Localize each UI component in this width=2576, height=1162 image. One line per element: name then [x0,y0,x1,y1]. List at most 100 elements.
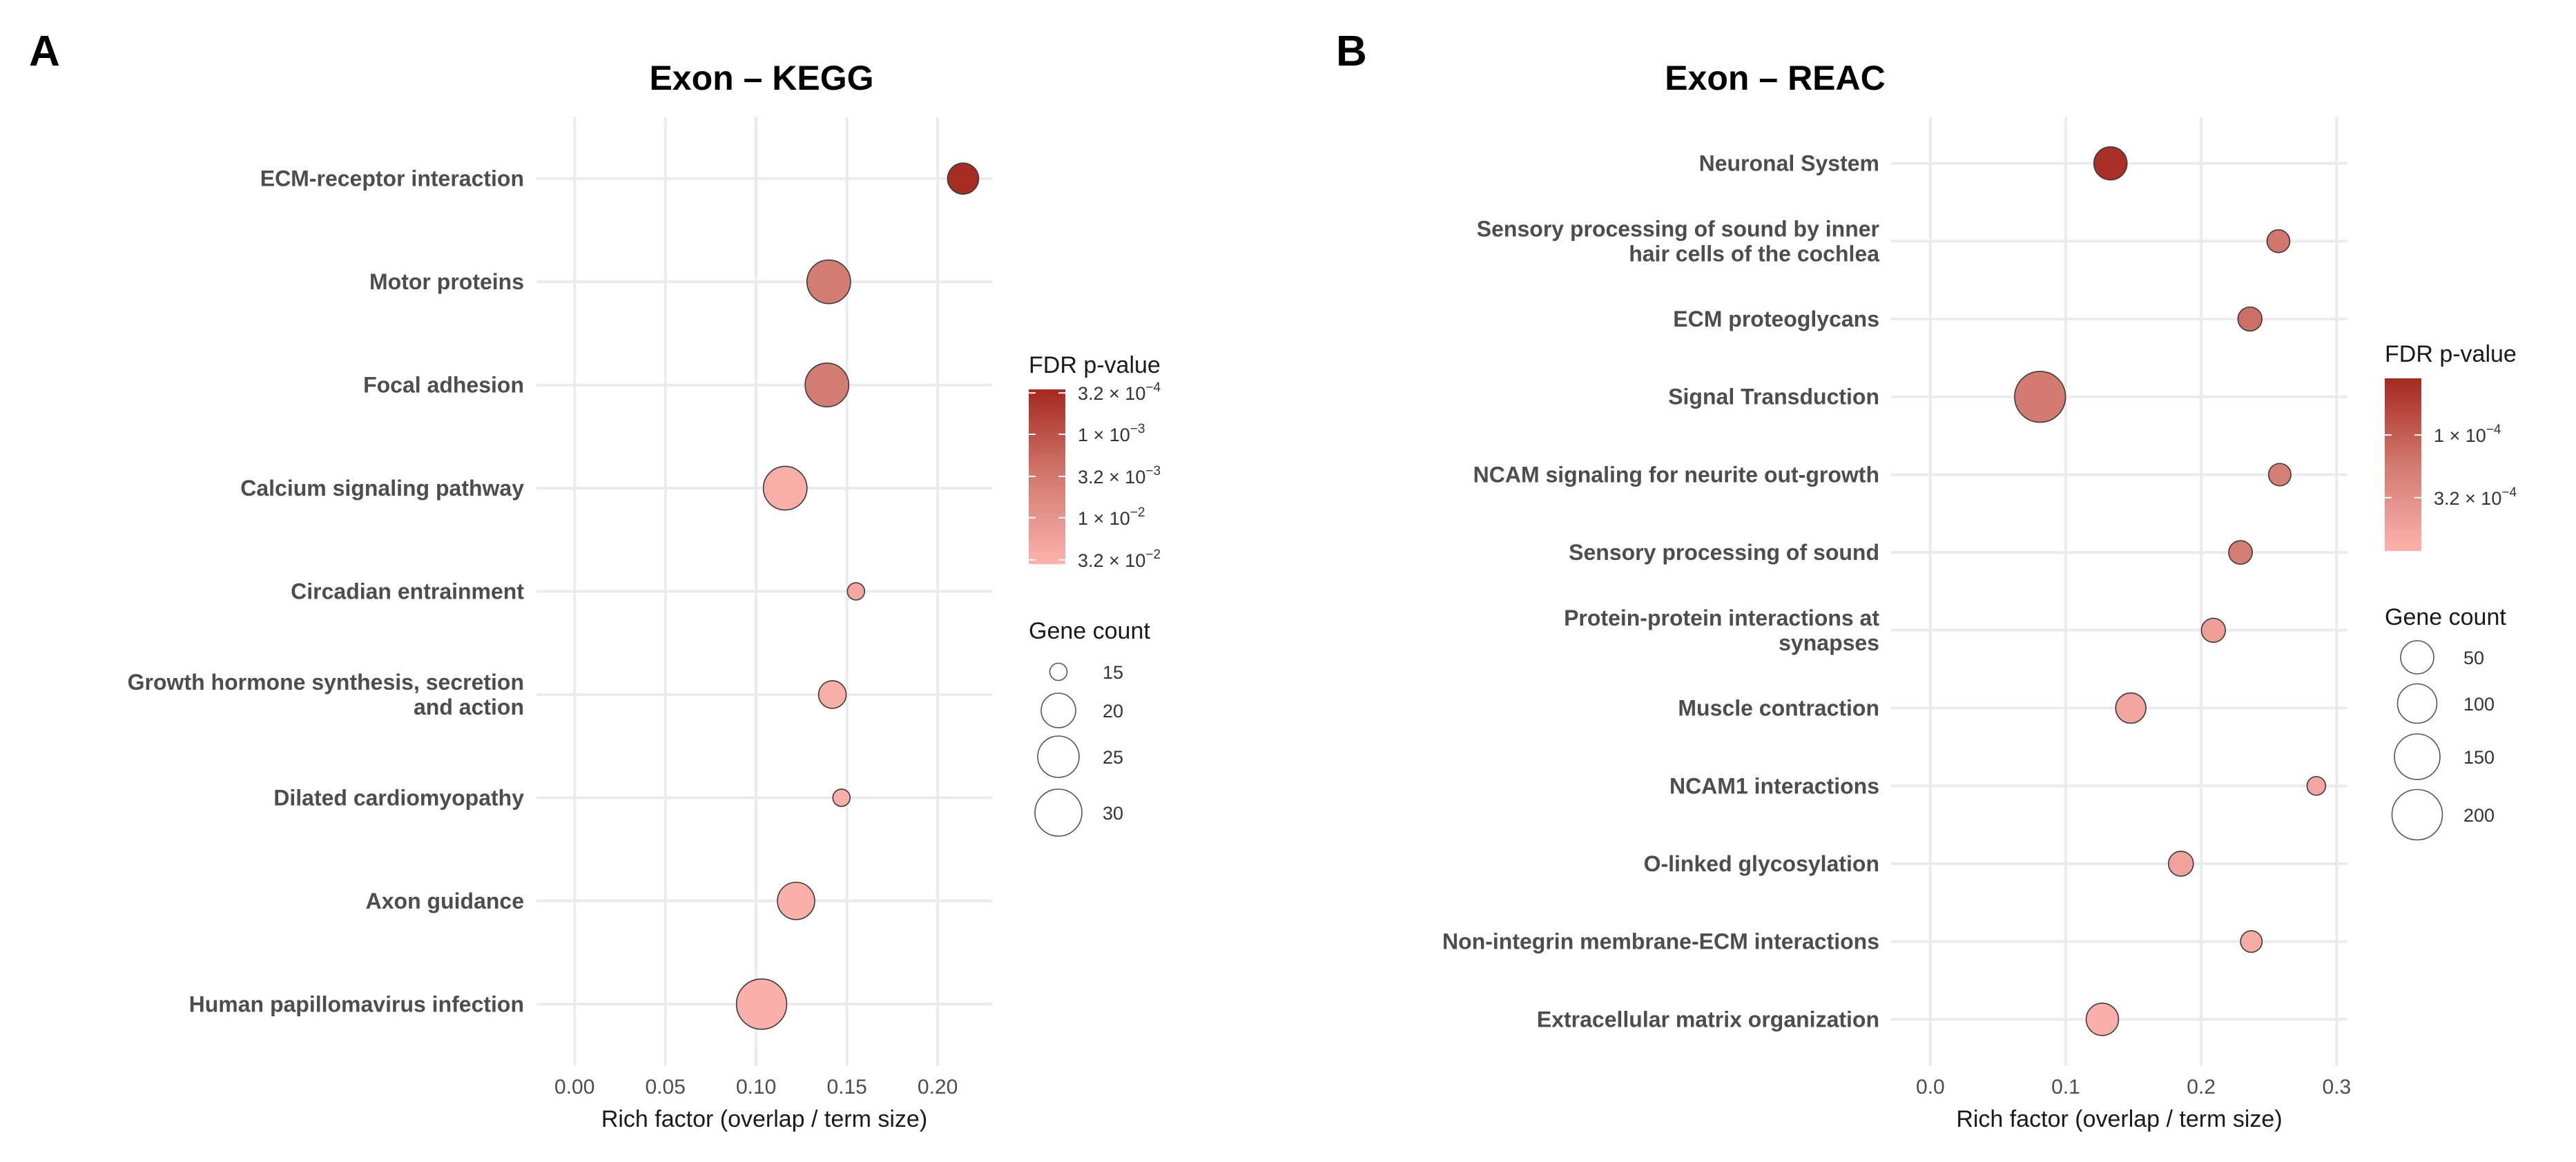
y-term-label: Extracellular matrix organization [1537,1007,1879,1032]
panel-letter: B [1336,28,1367,75]
y-term-label-line: Growth hormone synthesis, secretion [128,670,524,695]
y-term-label-line: ECM-receptor interaction [260,166,524,191]
size-legend-label: 50 [2463,648,2484,668]
y-term-label: ECM-receptor interaction [260,166,524,191]
tick-exponent: −3 [1145,464,1161,478]
tick-mantissa: 3.2 × 10 [1078,383,1145,404]
data-point [2240,930,2263,953]
colorbar-tick-label: 3.2 × 10−4 [1078,380,1161,404]
size-legend-label: 200 [2463,805,2495,826]
y-term-label: Dilated cardiomyopathy [273,785,524,810]
panel-b: B Exon – REAC 0.0 0.1 0.2 0.3 Rich factor (ove… [1336,28,2517,1132]
data-point [2306,775,2327,796]
tick-mantissa: 1 × 10 [1078,425,1130,445]
y-term-label-line: Dilated cardiomyopathy [273,785,524,810]
data-point [2115,692,2147,724]
tick-exponent: −4 [2501,485,2517,500]
y-term-label: ECM proteoglycans [1673,307,1879,331]
x-tick-label: 0.0 [1916,1076,1945,1098]
chart-title: Exon – KEGG [649,59,873,97]
colorbar-tick-label: 3.2 × 10−3 [1078,464,1161,487]
y-term-label-line: and action [414,695,524,719]
tick-mantissa: 3.2 × 10 [1078,550,1145,571]
gridlines [1891,117,2347,1066]
data-point [804,362,850,407]
color-legend-title: FDR p-value [2385,341,2517,367]
panel-letter: A [29,28,60,75]
y-term-label: Calcium signaling pathway [240,476,524,501]
data-point [762,465,808,511]
colorbar-tick-label: 1 × 10−3 [1078,422,1145,445]
size-legend-key [1049,662,1068,681]
y-term-label-line: Circadian entrainment [291,579,524,604]
x-axis-label: Rich factor (overlap / term size) [601,1106,927,1132]
color-legend-title: FDR p-value [1029,352,1161,378]
size-legend-key [2394,733,2441,780]
data-point [2093,146,2128,181]
data-point [2167,851,2194,877]
data-point [2200,617,2227,643]
y-term-label-line: Sensory processing of sound [1569,540,1879,565]
tick-mantissa: 1 × 10 [1078,508,1130,529]
y-term-label: Motor proteins [369,269,524,294]
data-point [806,259,851,304]
y-term-label-line: Protein-protein interactions at [1564,606,1879,630]
chart-title: Exon – REAC [1665,59,1886,97]
data-point [846,582,866,601]
tick-mantissa: 3.2 × 10 [1078,467,1145,487]
y-term-label-line: O-linked glycosylation [1644,851,1879,876]
gene-count-legend: Gene count 50 100 150 200 [2385,604,2506,841]
y-term-label: Sensory processing of sound [1569,540,1879,565]
data-point [817,680,847,709]
size-legend-label: 150 [2463,747,2495,768]
y-term-label: Focal adhesion [363,373,524,398]
data-point [2228,540,2253,565]
tick-exponent: −3 [1130,422,1145,436]
size-legend-label: 20 [1103,701,1123,722]
data-point [2267,463,2292,487]
y-term-label: Neuronal System [1699,151,1879,176]
x-tick-label: 0.20 [918,1076,958,1098]
y-term-label: Circadian entrainment [291,579,524,604]
gene-count-legend: Gene count 15 20 25 30 [1029,618,1150,837]
size-legend-key [2391,788,2443,841]
data-point [2266,229,2291,253]
x-tick-label: 0.00 [554,1076,594,1098]
colorbar-tick-label: 1 × 10−4 [2434,423,2501,446]
size-legend-label: 15 [1103,662,1123,683]
x-axis-label: Rich factor (overlap / term size) [1956,1106,2282,1132]
y-term-label-line: Human papillomavirus infection [189,991,524,1016]
data-point [2085,1003,2120,1036]
y-term-label: NCAM1 interactions [1669,773,1879,798]
y-term-label-line: Calcium signaling pathway [240,476,524,501]
gridlines [536,117,992,1066]
data-point [947,162,980,195]
size-legend-key [2396,683,2438,724]
y-term-label-line: NCAM1 interactions [1669,773,1879,798]
colorbar-tick-label: 3.2 × 10−2 [1078,548,1161,571]
y-term-label: Muscle contraction [1678,696,1879,721]
tick-mantissa: 1 × 10 [2434,425,2486,446]
size-legend-title: Gene count [2385,604,2506,630]
y-term-label: O-linked glycosylation [1644,851,1879,876]
x-tick-label: 0.1 [2051,1076,2080,1098]
size-legend-key [2400,640,2434,675]
x-tick-label: 0.15 [826,1076,866,1098]
data-point [777,882,815,920]
tick-exponent: −4 [2486,423,2501,437]
y-term-label: Growth hormone synthesis, secretion and a… [128,670,524,719]
data-point [2014,371,2066,423]
y-term-label: NCAM signaling for neurite out-growth [1473,462,1879,487]
y-term-label: Sensory processing of sound by inner hair… [1477,216,1879,266]
data-point [2237,306,2263,332]
y-term-label-line: Sensory processing of sound by inner [1477,216,1879,241]
y-term-label-line: Motor proteins [369,269,524,294]
size-legend-key [1040,693,1076,728]
x-tick-label: 0.2 [2187,1076,2216,1098]
y-term-label: Signal Transduction [1668,385,1879,409]
tick-exponent: −4 [1145,380,1161,395]
y-term-label-line: Neuronal System [1699,151,1879,176]
